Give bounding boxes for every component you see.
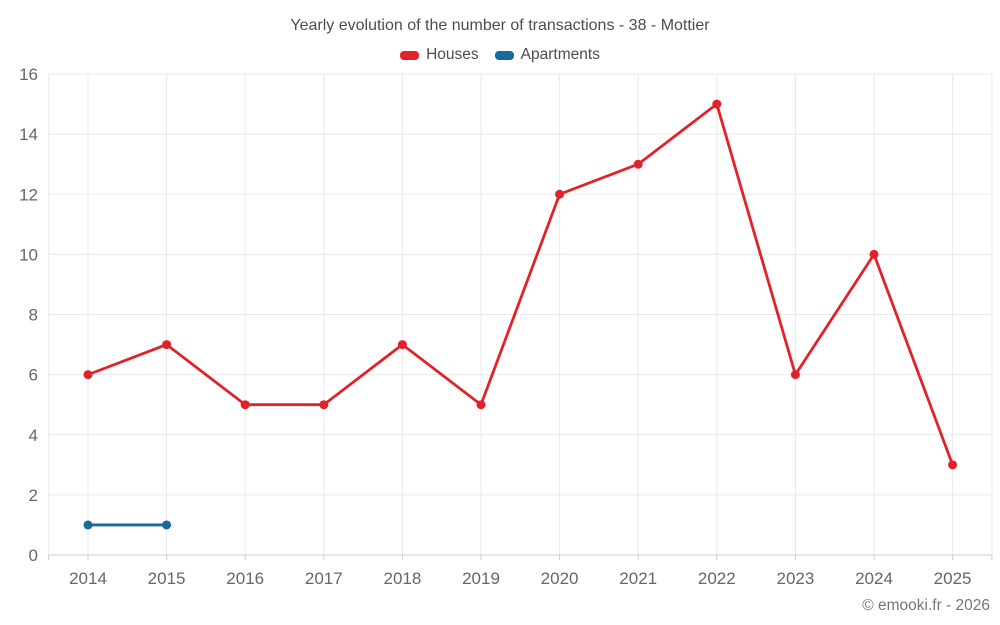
chart-legend: Houses Apartments	[0, 46, 1000, 64]
x-axis-label: 2023	[776, 569, 814, 588]
x-axis-label: 2019	[462, 569, 500, 588]
y-axis-label: 4	[29, 426, 38, 445]
y-axis-label: 0	[29, 546, 38, 565]
y-axis-label: 16	[19, 65, 38, 84]
x-axis-label: 2024	[855, 569, 893, 588]
legend-item-houses[interactable]: Houses	[400, 46, 479, 64]
legend-label-apartments: Apartments	[520, 46, 600, 63]
apartments-data-point[interactable]	[83, 520, 93, 530]
houses-data-point[interactable]	[790, 370, 800, 380]
houses-data-point[interactable]	[712, 99, 722, 109]
houses-data-point[interactable]	[240, 400, 250, 410]
x-axis-label: 2021	[619, 569, 657, 588]
houses-data-point[interactable]	[319, 400, 329, 410]
houses-data-point[interactable]	[948, 460, 958, 470]
houses-data-point[interactable]	[83, 370, 93, 380]
houses-data-point[interactable]	[476, 400, 486, 410]
houses-data-point[interactable]	[633, 159, 643, 169]
x-axis-label: 2014	[69, 569, 107, 588]
x-axis-label: 2015	[148, 569, 186, 588]
houses-data-point[interactable]	[162, 340, 172, 350]
chart-footer: © emooki.fr - 2026	[862, 597, 990, 614]
y-axis-label: 2	[29, 486, 38, 505]
y-axis-label: 6	[29, 366, 38, 385]
legend-label-houses: Houses	[426, 46, 479, 63]
houses-data-point[interactable]	[869, 249, 879, 259]
x-axis-label: 2025	[934, 569, 972, 588]
y-axis-label: 12	[19, 185, 38, 204]
houses-data-point[interactable]	[397, 340, 407, 350]
houses-data-point[interactable]	[555, 189, 565, 199]
houses-legend-swatch-icon	[400, 50, 420, 60]
y-axis-label: 8	[29, 306, 38, 325]
x-axis-label: 2016	[226, 569, 264, 588]
houses-series-line	[86, 102, 954, 467]
chart-title: Yearly evolution of the number of transa…	[290, 17, 710, 34]
legend-item-apartments[interactable]: Apartments	[494, 46, 600, 64]
x-axis-label: 2020	[541, 569, 579, 588]
y-axis-label: 10	[19, 245, 38, 264]
apartments-data-point[interactable]	[162, 520, 172, 530]
x-axis-label: 2018	[383, 569, 421, 588]
x-axis-label: 2017	[305, 569, 343, 588]
apartments-legend-swatch-icon	[494, 50, 514, 60]
x-axis-label: 2022	[698, 569, 736, 588]
y-axis-label: 14	[19, 125, 38, 144]
